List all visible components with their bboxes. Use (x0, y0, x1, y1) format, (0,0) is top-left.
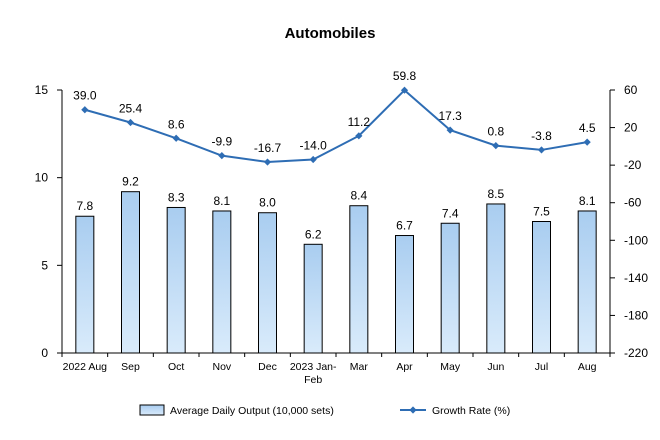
growth-rate-point-1 (126, 118, 135, 127)
bar-11 (577, 210, 597, 354)
bar-8 (440, 222, 460, 354)
right-tick-label-2: -20 (624, 158, 642, 172)
x-tick-label-9: Jun (487, 361, 504, 373)
legend-bar-swatch (139, 404, 165, 416)
bar-value-label-0: 7.8 (76, 199, 93, 213)
x-tick-label-10: Jul (535, 361, 548, 373)
bar-value-label-10: 7.5 (533, 205, 550, 219)
bar-value-label-8: 7.4 (442, 206, 459, 220)
chart-title: Automobiles (285, 25, 376, 42)
right-tick-label-7: -220 (624, 346, 648, 360)
bar-value-label-7: 6.7 (396, 219, 413, 233)
growth-rate-point-0 (81, 106, 89, 114)
growth-rate-point-5 (309, 155, 317, 164)
growth-rate-label-4: -16.7 (254, 141, 282, 155)
bar-3 (212, 210, 232, 354)
growth-rate-point-4 (263, 158, 272, 166)
bar-value-label-3: 8.1 (213, 194, 230, 208)
legend-line-label: Growth Rate (%) (432, 405, 510, 417)
x-tick-label-5: 2023 Jan-Feb (290, 361, 337, 386)
growth-rate-point-6 (355, 132, 363, 140)
x-tick-label-1: Sep (121, 361, 140, 373)
right-tick-label-4: -100 (624, 233, 648, 247)
growth-rate-label-9: 0.8 (487, 125, 504, 139)
growth-rate-label-7: 59.8 (393, 69, 417, 83)
x-tick-label-7: Apr (396, 361, 413, 373)
x-tick-label-11: Aug (578, 361, 597, 373)
bar-value-label-5: 6.2 (305, 227, 322, 241)
bar-10 (532, 221, 551, 354)
bar-0 (75, 215, 95, 354)
legend-line-marker (409, 406, 417, 414)
legend-bar-label: Average Daily Output (10,000 sets) (170, 405, 334, 417)
growth-rate-point-7 (400, 86, 409, 94)
x-tick-label-8: May (440, 361, 461, 373)
left-tick-label-2: 10 (35, 171, 49, 185)
bar-6 (349, 205, 369, 354)
growth-rate-label-1: 25.4 (119, 101, 143, 115)
bar-4 (258, 212, 277, 354)
growth-rate-point-11 (583, 138, 591, 146)
growth-rate-point-10 (537, 146, 546, 154)
bar-value-label-9: 8.5 (487, 187, 504, 201)
bar-5 (303, 243, 323, 354)
growth-rate-point-3 (218, 152, 226, 160)
right-tick-label-3: -60 (624, 196, 642, 210)
growth-rate-label-3: -9.9 (211, 135, 232, 149)
bar-value-label-11: 8.1 (579, 194, 596, 208)
right-tick-label-1: 20 (624, 121, 638, 135)
growth-rate-label-2: 8.6 (168, 117, 185, 131)
growth-rate-point-8 (446, 126, 454, 134)
right-tick-label-0: 60 (624, 83, 638, 97)
bar-1 (121, 191, 140, 354)
growth-rate-label-6: 11.2 (348, 115, 371, 129)
right-tick-label-5: -140 (624, 271, 648, 285)
bar-7 (395, 235, 414, 354)
growth-rate-line (84, 88, 588, 164)
bar-9 (486, 203, 506, 354)
left-tick-label-3: 15 (35, 83, 49, 97)
bar-value-label-4: 8.0 (259, 196, 276, 210)
bar-value-label-6: 8.4 (350, 189, 367, 203)
x-tick-label-3: Nov (212, 361, 231, 373)
growth-rate-label-0: 39.0 (73, 89, 97, 103)
x-tick-label-6: Mar (350, 361, 369, 373)
x-tick-label-2: Oct (168, 361, 184, 373)
growth-rate-label-8: 17.3 (438, 109, 462, 123)
growth-rate-label-10: -3.8 (531, 129, 552, 143)
x-tick-label-0: 2022 Aug (63, 361, 108, 373)
growth-rate-point-2 (172, 134, 180, 142)
growth-rate-label-5: -14.0 (299, 139, 327, 153)
bar-value-label-1: 9.2 (122, 175, 139, 189)
left-tick-label-0: 0 (41, 346, 48, 360)
growth-rate-label-11: 4.5 (579, 121, 596, 135)
growth-rate-point-9 (492, 142, 500, 150)
bar-value-label-2: 8.3 (168, 190, 185, 204)
x-tick-label-4: Dec (258, 361, 277, 373)
bar-2 (166, 206, 186, 354)
right-tick-label-6: -180 (624, 308, 648, 322)
left-tick-label-1: 5 (41, 258, 48, 272)
